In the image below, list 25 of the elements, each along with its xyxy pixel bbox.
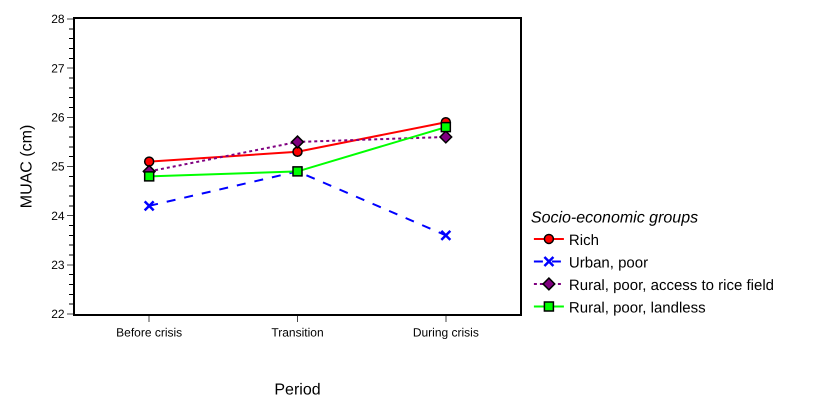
point	[439, 130, 452, 144]
y-tick-label: 23	[51, 258, 65, 272]
point	[290, 135, 304, 149]
y-tick-label: 22	[51, 307, 65, 322]
x-tick-label: Transition	[271, 325, 324, 340]
legend-label: Rural, poor, landless	[568, 299, 706, 316]
x-tick-label: Before crisis	[116, 325, 182, 340]
point	[144, 171, 154, 182]
legend-label: Urban, poor	[568, 254, 648, 272]
point	[440, 122, 452, 132]
legend-label: Rural, poor, access to rice field	[568, 276, 774, 294]
point	[440, 230, 452, 242]
x-axis-title: Period	[274, 382, 321, 399]
y-axis-title: MUAC (cm)	[18, 124, 36, 208]
legend-title: Socio-economic groups	[530, 210, 698, 227]
y-tick-label: 24	[51, 208, 65, 223]
legend-label: Rich	[568, 232, 599, 249]
y-tick-label: 28	[51, 12, 65, 26]
point	[144, 156, 154, 167]
point	[292, 146, 303, 157]
x-tick-label: During crisis	[412, 325, 479, 340]
y-tick-label: 26	[51, 110, 65, 125]
y-tick-label: 27	[51, 61, 65, 76]
y-tick-label: 25	[51, 160, 65, 174]
point	[143, 200, 155, 212]
